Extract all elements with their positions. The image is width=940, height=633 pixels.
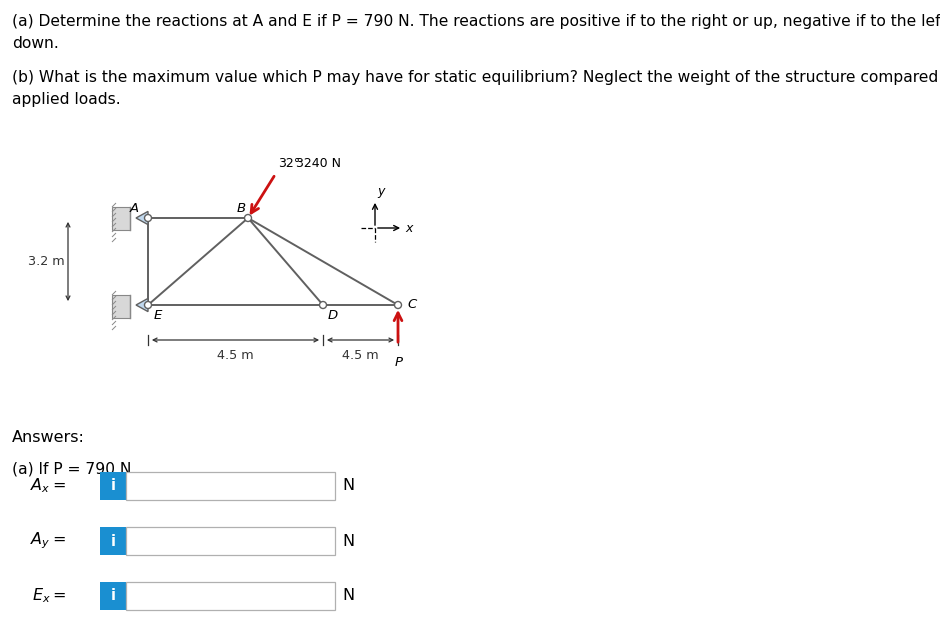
Text: x: x: [405, 222, 413, 234]
Text: C: C: [407, 299, 416, 311]
Bar: [126, 582, 335, 610]
Circle shape: [320, 301, 326, 308]
Text: (a) If P = 790 N,: (a) If P = 790 N,: [12, 462, 136, 477]
Text: $A_x=$: $A_x=$: [30, 477, 66, 496]
Text: 3240 N: 3240 N: [295, 157, 340, 170]
Text: i: i: [111, 479, 116, 494]
Text: E: E: [154, 309, 163, 322]
Text: D: D: [328, 309, 338, 322]
Text: N: N: [342, 479, 354, 494]
Circle shape: [244, 215, 252, 222]
Bar: [100, 472, 126, 500]
Text: i: i: [111, 589, 116, 603]
Text: A: A: [130, 203, 138, 215]
Circle shape: [395, 301, 401, 308]
Text: 32°: 32°: [278, 157, 301, 170]
Text: (b) What is the maximum value which P may have for static equilibrium? Neglect t: (b) What is the maximum value which P ma…: [12, 70, 940, 106]
Bar: [126, 527, 335, 555]
Text: 4.5 m: 4.5 m: [217, 349, 254, 362]
Circle shape: [145, 301, 151, 308]
Text: $E_x=$: $E_x=$: [32, 587, 66, 605]
Bar: [126, 472, 335, 500]
Text: $A_y=$: $A_y=$: [30, 530, 66, 551]
Polygon shape: [136, 298, 148, 311]
Bar: [112, 207, 130, 230]
Bar: [100, 527, 126, 555]
Text: (a) Determine the reactions at A and E if P = 790 N. The reactions are positive : (a) Determine the reactions at A and E i…: [12, 14, 940, 51]
Text: N: N: [342, 589, 354, 603]
Text: Answers:: Answers:: [12, 430, 85, 445]
Text: 4.5 m: 4.5 m: [342, 349, 379, 362]
Circle shape: [145, 215, 151, 222]
Text: P: P: [395, 356, 403, 369]
Polygon shape: [136, 211, 148, 225]
Bar: [112, 295, 130, 318]
Text: N: N: [342, 534, 354, 549]
Text: 3.2 m: 3.2 m: [28, 255, 65, 268]
Bar: [100, 582, 126, 610]
Text: B: B: [237, 201, 245, 215]
Text: i: i: [111, 534, 116, 549]
Text: y: y: [377, 185, 384, 198]
